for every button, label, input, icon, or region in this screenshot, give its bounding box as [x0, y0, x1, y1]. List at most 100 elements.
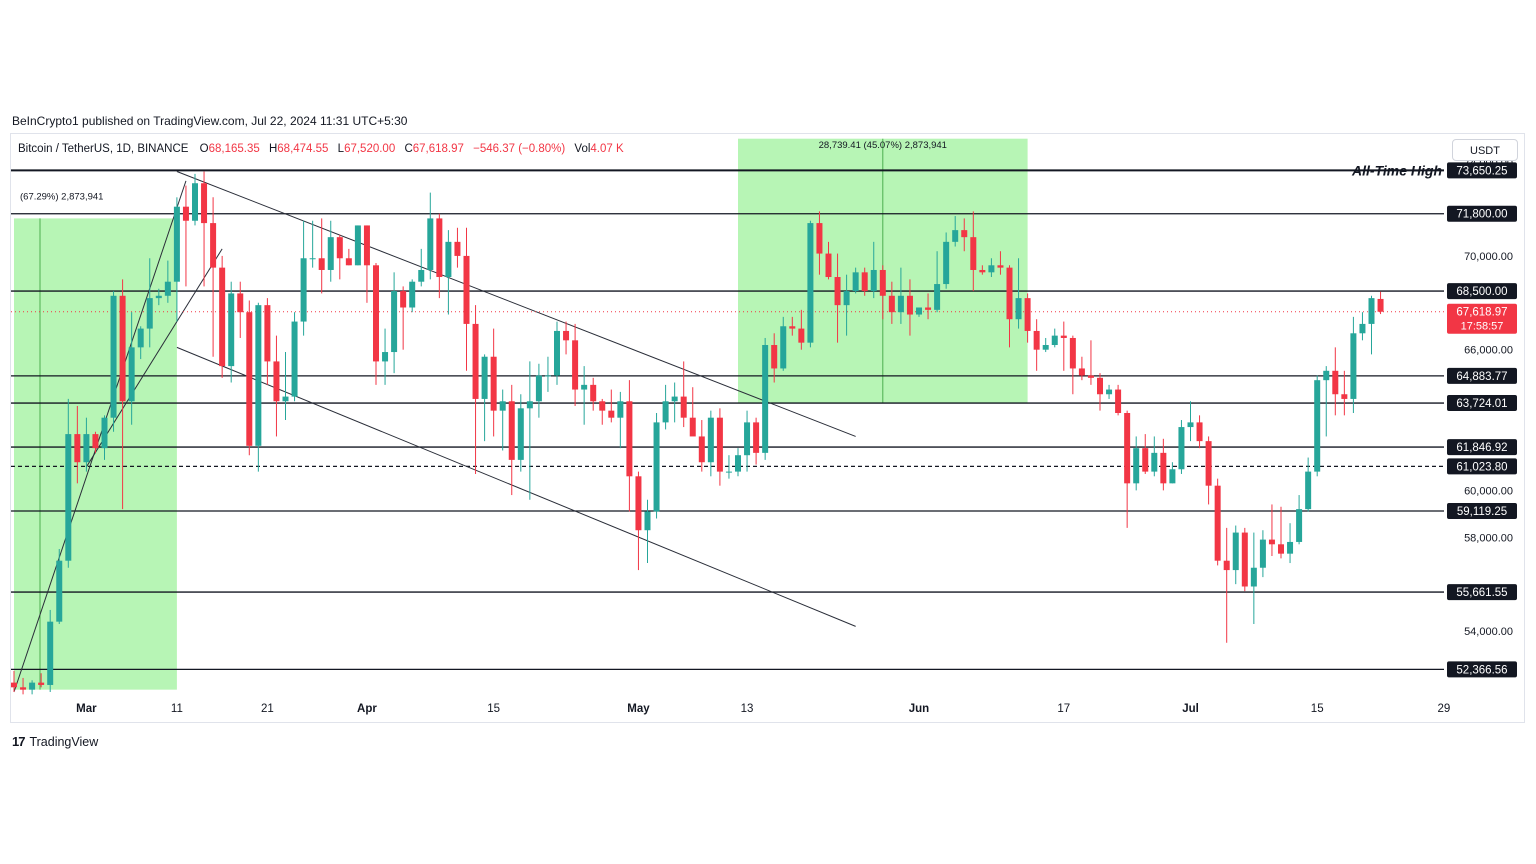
x-tick-3: 21	[261, 703, 274, 715]
candle-body-2024-03-27	[318, 258, 325, 270]
x-tick-10: Jul	[1182, 703, 1199, 715]
candle-body-2024-04-05	[400, 291, 407, 308]
candle-body-2024-06-18	[1069, 337, 1076, 369]
candle-body-2024-07-19	[1350, 333, 1357, 399]
candle-body-2024-07-16	[1323, 370, 1330, 381]
candle-body-2024-04-17	[508, 401, 515, 460]
level-tag-bg-7	[1447, 458, 1517, 475]
level-tag-7: 61,023.80	[1456, 461, 1507, 473]
level-tag-4: 64,883.77	[1456, 371, 1507, 383]
candle-body-2024-07-08	[1250, 567, 1257, 587]
level-tag-5: 63,724.01	[1456, 398, 1507, 410]
candle-body-2024-02-24	[29, 682, 36, 690]
candle-body-2024-07-14	[1305, 471, 1312, 510]
close-value: 67,618.97	[412, 143, 464, 155]
tradingview-logo-icon: 17	[12, 734, 26, 749]
candle-body-2024-05-15	[762, 345, 769, 453]
last-price-tag: 67,618.97	[1456, 307, 1507, 319]
level-tag-2: 71,800.00	[1456, 209, 1507, 221]
candle-body-2024-05-23	[834, 277, 841, 306]
candle-body-2024-04-09	[436, 218, 443, 278]
candle-body-2024-03-12	[182, 206, 189, 221]
x-tick-7: 13	[741, 703, 754, 715]
candle-body-2024-04-13	[472, 323, 479, 399]
candle-body-2024-03-30	[345, 258, 352, 266]
candle-body-2024-04-15	[490, 356, 497, 411]
candle-body-2024-06-26	[1142, 448, 1149, 472]
level-tag-bg-3	[1447, 283, 1517, 300]
candle-body-2024-04-16	[499, 401, 506, 411]
candle-body-2024-07-06	[1232, 532, 1239, 571]
candle-body-2024-06-17	[1060, 335, 1067, 338]
chart-panel[interactable]	[10, 133, 1525, 723]
candle-body-2024-06-07	[970, 237, 977, 270]
candle-body-2024-06-24	[1124, 413, 1131, 484]
candle-body-2024-05-17	[780, 326, 787, 369]
candle-body-2024-03-06	[128, 347, 135, 402]
candle-body-2024-03-04	[110, 295, 117, 418]
level-tag-8: 59,119.25	[1457, 506, 1507, 518]
candle-body-2024-03-03	[101, 417, 108, 449]
candle-body-2024-06-19	[1078, 368, 1085, 376]
candle-body-2024-03-05	[119, 295, 126, 402]
candle-body-2024-06-02	[925, 307, 932, 310]
candle-body-2024-03-29	[336, 237, 343, 259]
candle-body-2024-03-16	[219, 267, 226, 367]
candle-body-2024-03-19	[246, 312, 253, 446]
high-label: H	[268, 143, 278, 155]
currency-selector[interactable]: USDT	[1452, 139, 1518, 161]
candle-body-2024-06-10	[997, 265, 1004, 268]
candle-body-2024-07-21	[1368, 298, 1375, 324]
candle-body-2024-07-05	[1223, 560, 1230, 571]
candle-body-2024-05-08	[698, 436, 705, 463]
volume-value: 4.07 K	[590, 143, 624, 155]
candle-body-2024-03-09	[155, 295, 162, 299]
tradingview-brand[interactable]: 17 TradingView	[12, 734, 98, 749]
candle-body-2024-06-29	[1169, 469, 1176, 484]
candle-body-2024-03-15	[210, 223, 217, 268]
candle-body-2024-07-13	[1296, 509, 1303, 542]
candle-body-2024-04-06	[409, 281, 416, 308]
candle-body-2024-06-06	[961, 230, 968, 238]
candle-body-2024-05-13	[744, 422, 751, 456]
level-tag-9: 55,661.55	[1456, 587, 1507, 599]
y-tick-3: 60,000.00	[1464, 485, 1513, 497]
candle-body-2024-03-17	[228, 293, 235, 367]
candle-body-2024-05-06	[680, 396, 687, 418]
level-tag-1: 73,650.25	[1456, 165, 1507, 177]
measurement-label-1: (67.29%) 2,873,941	[20, 191, 103, 202]
candle-body-2024-07-18	[1341, 394, 1348, 399]
x-tick-11: 15	[1311, 703, 1324, 715]
candle-body-2024-03-01	[83, 434, 90, 463]
candle-body-2024-04-04	[391, 291, 398, 353]
candle-body-2024-05-19	[798, 328, 805, 343]
candle-body-2024-06-08	[979, 269, 986, 273]
y-tick-2: 58,000.00	[1464, 532, 1513, 544]
level-tag-bg-8	[1447, 503, 1517, 520]
x-tick-6: May	[627, 703, 650, 715]
candle-body-2024-04-11	[454, 241, 461, 256]
candle-body-2024-04-12	[463, 255, 470, 324]
candle-body-2024-05-11	[725, 471, 732, 473]
candle-body-2024-02-27	[56, 560, 63, 622]
candle-body-2024-04-01	[363, 225, 370, 266]
candle-body-2024-05-30	[897, 295, 904, 313]
candle-body-2024-05-16	[771, 345, 778, 369]
x-tick-1: Mar	[76, 703, 97, 715]
candle-body-2024-05-24	[843, 291, 850, 306]
level-tag-bg-1	[1447, 162, 1517, 179]
candle-body-2024-04-26	[590, 384, 597, 402]
level-tag-6: 61,846.92	[1456, 442, 1507, 454]
candle-body-2024-03-13	[192, 183, 198, 221]
symbol-title[interactable]: Bitcoin / TetherUS, 1D, BINANCE	[18, 143, 189, 155]
candle-body-2024-07-03	[1205, 441, 1212, 486]
candle-body-2024-04-29	[617, 401, 624, 418]
candle-body-2024-05-14	[753, 422, 760, 453]
candle-body-2024-07-22	[1377, 298, 1384, 312]
candle-body-2024-06-16	[1051, 335, 1058, 346]
candle-body-2024-06-25	[1133, 448, 1140, 484]
candle-body-2024-04-10	[445, 241, 452, 278]
candle-body-2024-04-27	[599, 401, 606, 411]
candle-body-2024-02-29	[74, 434, 81, 463]
